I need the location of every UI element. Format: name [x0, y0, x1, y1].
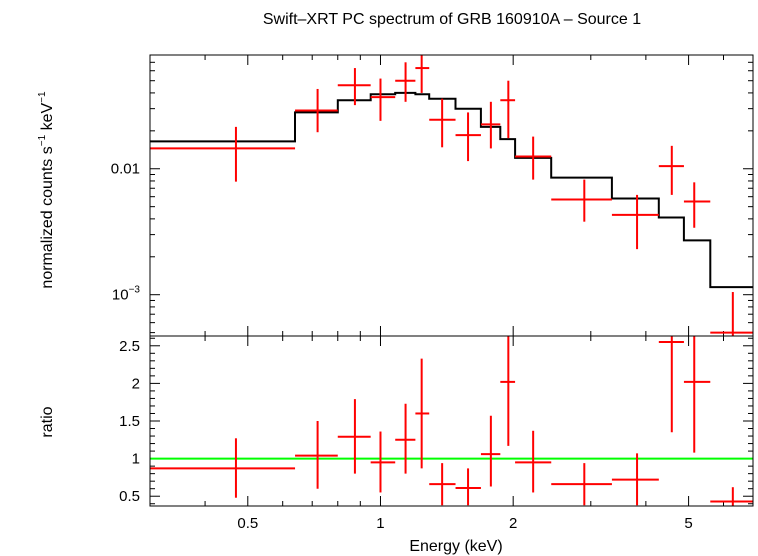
spectrum-data-point	[429, 98, 456, 148]
spectrum-panel: 0.01 10−3	[111, 54, 754, 337]
ratio-y-axis-label: ratio	[39, 406, 56, 437]
chart-title: Swift–XRT PC spectrum of GRB 160910A – S…	[263, 11, 641, 28]
ratio-data-point	[551, 463, 612, 506]
model-curve	[150, 91, 753, 289]
spectrum-data-point	[480, 101, 501, 149]
x-tick-label: 1	[376, 515, 384, 532]
spectrum-data-point	[710, 292, 753, 336]
ratio-data-point	[337, 399, 371, 474]
spectrum-y-tick-label: 10−3	[112, 285, 141, 304]
ratio-data-point	[295, 421, 338, 489]
ratio-y-tick-label: 2.5	[119, 338, 140, 355]
ratio-frame	[149, 335, 754, 507]
ratio-data-point	[395, 403, 416, 474]
spectrum-frame	[149, 54, 754, 337]
spectrum-data-point	[415, 55, 430, 93]
spectrum-data-point	[455, 112, 481, 162]
spectrum-data-point	[611, 194, 659, 250]
x-tick-label: 0.5	[237, 515, 258, 532]
ratio-y-tick-label: 2	[132, 375, 140, 392]
ratio-data-point	[683, 336, 711, 453]
ratio-data-point	[611, 453, 659, 506]
ratio-data-point	[710, 487, 753, 506]
ratio-data-point	[370, 431, 396, 493]
ratio-data-point	[515, 430, 552, 493]
spectrum-y-axis-label: normalized counts s−1 keV−1	[37, 91, 56, 289]
ratio-data-point	[455, 468, 481, 506]
ratio-y-tick-label: 1	[132, 451, 140, 468]
spectrum-data-point	[150, 126, 296, 182]
spectrum-data-point	[515, 136, 552, 180]
ratio-y-tick-label: 0.5	[119, 488, 140, 505]
x-axis-label: Energy (keV)	[409, 538, 502, 555]
spectrum-data-point	[500, 80, 516, 139]
ratio-data-point	[150, 438, 296, 498]
spectrum-data-point	[395, 62, 416, 102]
x-tick-label: 5	[684, 515, 692, 532]
ratio-panel: 0.5 1 2 5 0.5 1 1.5 2 2.5	[119, 335, 754, 532]
ratio-data-point	[480, 415, 501, 487]
spectrum-data-point	[337, 68, 371, 106]
x-tick-label: 2	[509, 515, 517, 532]
ratio-y-tick-label: 1.5	[119, 413, 140, 430]
spectrum-data-point	[295, 88, 338, 133]
ratio-data-point	[429, 463, 456, 506]
spectrum-data-point	[658, 145, 684, 195]
spectrum-data-point	[551, 179, 612, 222]
spectrum-data-point	[370, 78, 396, 121]
spectrum-y-tick-label: 0.01	[111, 161, 140, 178]
ratio-data-point	[415, 358, 430, 469]
ratio-data-point	[658, 336, 684, 433]
spectrum-data-point	[683, 182, 711, 228]
ratio-data-point	[500, 336, 516, 446]
